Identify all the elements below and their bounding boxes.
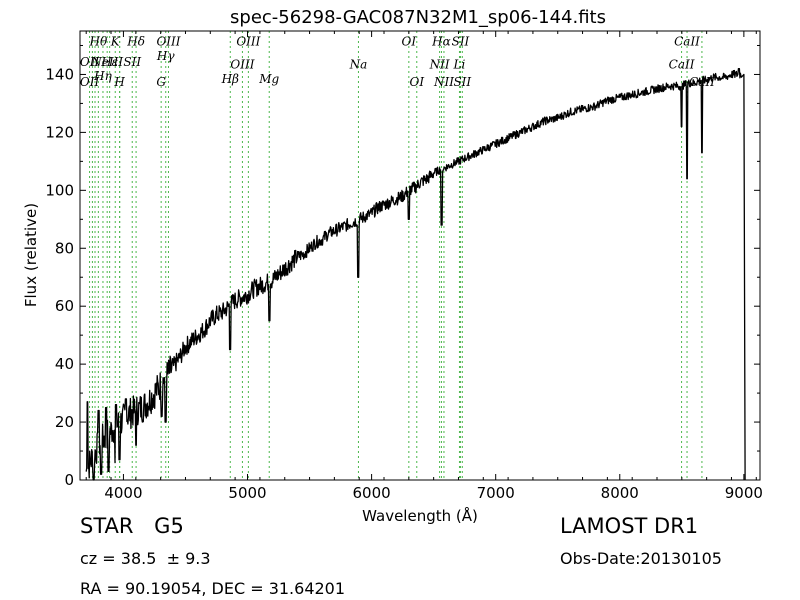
spectral-line-label: SII bbox=[123, 55, 141, 69]
spectral-line-label: SII bbox=[453, 75, 471, 89]
y-tick-label: 100 bbox=[45, 181, 74, 199]
spectral-line-labels: OIIOIIHθHηNeIIIHεKHSIIHδGHγOIIIHβOIIIOII… bbox=[80, 34, 715, 89]
y-tick-label: 80 bbox=[55, 239, 74, 257]
y-tick-label: 0 bbox=[64, 471, 74, 489]
spectral-line-label: Hγ bbox=[156, 49, 175, 63]
y-axis-ticks: 0 20 40 60 80 100 120 140 bbox=[45, 44, 760, 489]
x-axis-label: Wavelength (Å) bbox=[362, 506, 478, 525]
spectral-line-label: CaII bbox=[674, 34, 700, 48]
spectral-line-label: OII bbox=[80, 55, 100, 69]
y-tick-label: 20 bbox=[55, 413, 74, 431]
spectral-line-label: OIII bbox=[236, 34, 260, 48]
y-tick-label: 140 bbox=[45, 65, 74, 83]
x-tick-label: 5000 bbox=[228, 484, 266, 502]
y-axis-label: Flux (relative) bbox=[22, 203, 40, 307]
y-tick-label: 120 bbox=[45, 123, 74, 141]
spectral-line-label: Mg bbox=[258, 72, 279, 86]
x-axis-ticks: 4000 5000 6000 7000 8000 9000 bbox=[85, 31, 763, 502]
survey-name: LAMOST DR1 bbox=[560, 514, 699, 538]
spectral-line-label: Hδ bbox=[126, 34, 145, 48]
chart-title: spec-56298-GAC087N32M1_sp06-144.fits bbox=[230, 7, 606, 28]
x-tick-label: 9000 bbox=[725, 484, 763, 502]
spectral-line-label: Na bbox=[349, 58, 368, 72]
spectral-line-label: OI bbox=[402, 34, 417, 48]
class-label: STAR bbox=[80, 514, 134, 538]
spectral-line-label: OII bbox=[80, 75, 100, 89]
x-tick-label: 8000 bbox=[601, 484, 639, 502]
spectrum-series-line bbox=[85, 68, 746, 481]
spectral-line-label: SII bbox=[452, 34, 470, 48]
spectral-line-label: Hε bbox=[100, 55, 118, 69]
spectral-line-label: OIII bbox=[230, 58, 254, 72]
y-tick-label: 60 bbox=[55, 297, 74, 315]
spectral-line-label: Hθ bbox=[89, 34, 108, 48]
spectral-line-label: NII bbox=[433, 75, 454, 89]
spectral-line-label: NeIII bbox=[90, 55, 123, 69]
spectral-line-label: OI bbox=[409, 75, 424, 89]
observation-date: Obs-Date:20130105 bbox=[560, 549, 722, 568]
x-tick-label: 4000 bbox=[104, 484, 142, 502]
spectral-line-label: Hα bbox=[431, 34, 451, 48]
spectral-line-label: Hη bbox=[93, 69, 112, 83]
spectral-line-label: Li bbox=[453, 58, 466, 72]
spectral-line-label: Hβ bbox=[221, 72, 239, 86]
spectral-line-label: H bbox=[113, 75, 125, 89]
redshift-line: cz = 38.5 ± 9.3 bbox=[80, 549, 211, 568]
spectral-line-label: K bbox=[110, 34, 121, 48]
subclass-label: G5 bbox=[154, 514, 184, 538]
spectral-line-label: OIII bbox=[156, 34, 180, 48]
x-tick-label: 6000 bbox=[353, 484, 391, 502]
spectral-line-label: CaII bbox=[669, 58, 695, 72]
plot-frame bbox=[79, 30, 761, 481]
x-tick-label: 7000 bbox=[477, 484, 515, 502]
object-class: STAR G5 bbox=[80, 514, 184, 538]
coordinates-line: RA = 90.19054, DEC = 31.64201 bbox=[80, 579, 346, 598]
spectral-line-label: NII bbox=[429, 58, 450, 72]
spectral-line-label: G bbox=[156, 75, 166, 89]
y-tick-label: 40 bbox=[55, 355, 74, 373]
